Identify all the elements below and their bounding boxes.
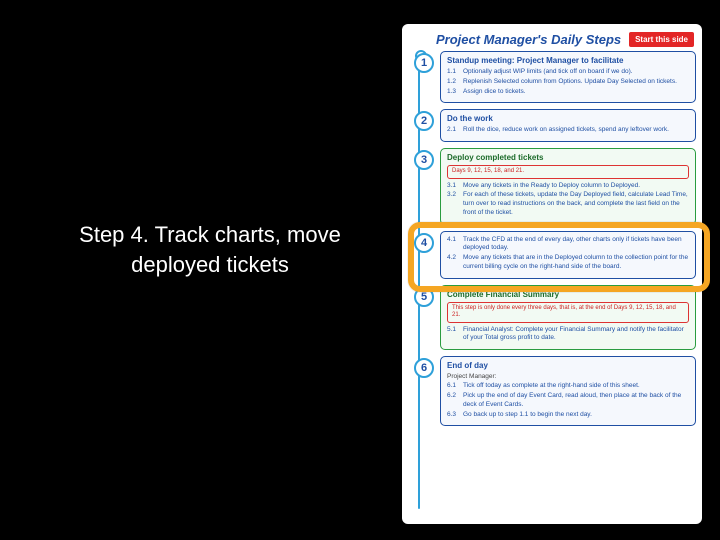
step-line-number: 2.1 [447, 126, 463, 135]
step-5: 5 Complete Financial Summary This step is … [412, 285, 696, 351]
card-title: Project Manager's Daily Steps [436, 32, 621, 47]
step-line-text: Replenish Selected column from Options. … [463, 78, 689, 87]
step-line-text: Pick up the end of day Event Card, read … [463, 392, 689, 410]
step-line-number: 4.1 [447, 236, 463, 254]
step-line-number: 4.2 [447, 254, 463, 272]
step-title: Complete Financial Summary [447, 290, 689, 299]
steps-list: 1 Standup meeting: Project Manager to fac… [412, 51, 696, 426]
step-note: Days 9, 12, 15, 18, and 21. [447, 165, 689, 179]
step-2: 2 Do the work 2.1Roll the dice, reduce wor… [412, 109, 696, 142]
step-box: 4.1Track the CFD at the end of every day… [440, 231, 696, 279]
step-line: 1.2Replenish Selected column from Option… [447, 78, 689, 87]
step-title: Do the work [447, 114, 689, 123]
step-line-number: 1.3 [447, 88, 463, 97]
step-line: 3.1Move any tickets in the Ready to Depl… [447, 182, 689, 191]
step-line: 6.2Pick up the end of day Event Card, re… [447, 392, 689, 410]
step-line: 6.1Tick off today as complete at the rig… [447, 382, 689, 391]
step-line: 6.3Go back up to step 1.1 to begin the n… [447, 411, 689, 420]
step-line-number: 6.1 [447, 382, 463, 391]
step-line-number: 6.3 [447, 411, 463, 420]
step-box: Do the work 2.1Roll the dice, reduce work… [440, 109, 696, 142]
step-line-text: Financial Analyst: Complete your Financi… [463, 326, 689, 344]
start-badge: Start this side [629, 32, 694, 47]
step-line: 3.2For each of these tickets, update the… [447, 191, 689, 217]
step-number: 2 [414, 111, 434, 131]
step-number: 5 [414, 287, 434, 307]
step-line-text: Roll the dice, reduce work on assigned t… [463, 126, 689, 135]
step-line: 1.1Optionally adjust WIP limits (and tic… [447, 68, 689, 77]
step-line: 2.1Roll the dice, reduce work on assigne… [447, 126, 689, 135]
step-1: 1 Standup meeting: Project Manager to fac… [412, 51, 696, 103]
step-line-number: 3.1 [447, 182, 463, 191]
step-line-text: For each of these tickets, update the Da… [463, 191, 689, 217]
step-line-text: Assign dice to tickets. [463, 88, 689, 97]
step-3: 3 Deploy completed tickets Days 9, 12, 15,… [412, 148, 696, 225]
step-6: 6 End of day Project Manager: 6.1Tick off t… [412, 356, 696, 426]
step-line-text: Move any tickets in the Ready to Deploy … [463, 182, 689, 191]
step-number: 1 [414, 53, 434, 73]
card-header: Project Manager's Daily Steps Start this… [408, 32, 696, 51]
step-line-number: 1.1 [447, 68, 463, 77]
step-line: 1.3Assign dice to tickets. [447, 88, 689, 97]
step-line-number: 3.2 [447, 191, 463, 217]
step-line-text: Optionally adjust WIP limits (and tick o… [463, 68, 689, 77]
step-subheading: Project Manager: [447, 373, 689, 380]
step-number: 3 [414, 150, 434, 170]
step-note: This step is only done every three days,… [447, 302, 689, 323]
step-line-text: Move any tickets that are in the Deploye… [463, 254, 689, 272]
step-number: 4 [414, 233, 434, 253]
step-box: Standup meeting: Project Manager to faci… [440, 51, 696, 103]
step-title: Standup meeting: Project Manager to faci… [447, 56, 689, 65]
step-line: 4.2Move any tickets that are in the Depl… [447, 254, 689, 272]
step-4: 4 4.1Track the CFD at the end of every da… [412, 231, 696, 279]
step-box: Complete Financial Summary This step is o… [440, 285, 696, 351]
step-title: End of day [447, 361, 689, 370]
step-line-text: Track the CFD at the end of every day, o… [463, 236, 689, 254]
slide-caption: Step 4. Track charts, move deployed tick… [60, 220, 360, 279]
steps-card: Project Manager's Daily Steps Start this… [402, 24, 702, 524]
step-line: 4.1Track the CFD at the end of every day… [447, 236, 689, 254]
step-line-number: 5.1 [447, 326, 463, 344]
step-box: End of day Project Manager: 6.1Tick off to… [440, 356, 696, 426]
step-line-text: Tick off today as complete at the right-… [463, 382, 689, 391]
step-line-number: 1.2 [447, 78, 463, 87]
step-box: Deploy completed tickets Days 9, 12, 15, … [440, 148, 696, 225]
step-number: 6 [414, 358, 434, 378]
step-line-number: 6.2 [447, 392, 463, 410]
step-line-text: Go back up to step 1.1 to begin the next… [463, 411, 689, 420]
step-line: 5.1Financial Analyst: Complete your Fina… [447, 326, 689, 344]
step-title: Deploy completed tickets [447, 153, 689, 162]
